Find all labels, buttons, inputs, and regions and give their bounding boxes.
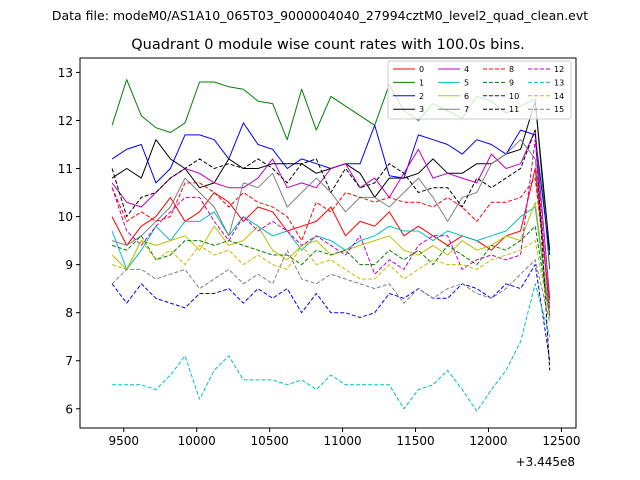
legend-label-6: 6 <box>464 92 469 101</box>
series-line-3 <box>111 100 551 251</box>
x-tick-label: 10500 <box>251 434 289 448</box>
series-line-9 <box>111 225 551 318</box>
x-tick-label: 12500 <box>542 434 580 448</box>
legend-label-5: 5 <box>464 78 469 87</box>
x-tick-label: 12000 <box>469 434 507 448</box>
y-tick-label: 13 <box>58 66 73 80</box>
y-axis: 6 7 8 9 10 11 12 13 <box>58 66 80 416</box>
legend-label-15: 15 <box>554 105 564 114</box>
y-tick-label: 11 <box>58 162 73 176</box>
legend-label-12: 12 <box>554 65 564 74</box>
series-line-10 <box>111 264 551 361</box>
x-axis-offset-label: +3.445e8 <box>516 455 575 469</box>
y-tick-label: 8 <box>65 306 73 320</box>
x-tick-label: 11500 <box>396 434 434 448</box>
series-line-13 <box>112 283 551 412</box>
legend-label-4: 4 <box>464 65 469 74</box>
series-line-7 <box>111 139 551 308</box>
series-line-15 <box>111 249 551 323</box>
x-axis: 9500 10000 10500 11000 11500 12000 12500 <box>108 428 581 448</box>
legend-label-0: 0 <box>419 65 424 74</box>
legend-label-7: 7 <box>464 105 469 114</box>
plot-frame <box>79 57 577 429</box>
y-tick-label: 7 <box>65 354 73 368</box>
y-tick-label: 6 <box>65 402 73 416</box>
series-line-14 <box>111 240 551 318</box>
chart-title: Quadrant 0 module wise count rates with … <box>131 37 525 53</box>
series-line-4 <box>111 129 551 299</box>
legend-label-14: 14 <box>554 92 564 101</box>
series-line-2 <box>111 122 551 256</box>
plot-lines <box>111 79 551 412</box>
figure-suptitle: Data file: modeM0/AS1A10_065T03_90000040… <box>52 8 588 23</box>
legend-label-11: 11 <box>509 105 519 114</box>
legend-label-8: 8 <box>509 65 514 74</box>
legend-label-1: 1 <box>419 78 424 87</box>
y-tick-label: 9 <box>65 258 73 272</box>
legend-label-10: 10 <box>509 92 519 101</box>
series-line-11 <box>111 129 551 371</box>
series-line-12 <box>111 139 551 318</box>
y-tick-label: 12 <box>58 114 73 128</box>
legend-label-2: 2 <box>419 92 424 101</box>
legend-label-13: 13 <box>554 78 564 87</box>
series-line-5 <box>111 206 551 318</box>
x-tick-label: 9500 <box>108 434 139 448</box>
x-tick-label: 10000 <box>178 434 216 448</box>
legend-box <box>387 60 572 120</box>
y-tick-label: 10 <box>58 210 73 224</box>
legend-label-9: 9 <box>509 78 514 87</box>
x-tick-label: 11000 <box>323 434 361 448</box>
series-line-8 <box>111 177 551 304</box>
legend-label-3: 3 <box>419 105 424 114</box>
